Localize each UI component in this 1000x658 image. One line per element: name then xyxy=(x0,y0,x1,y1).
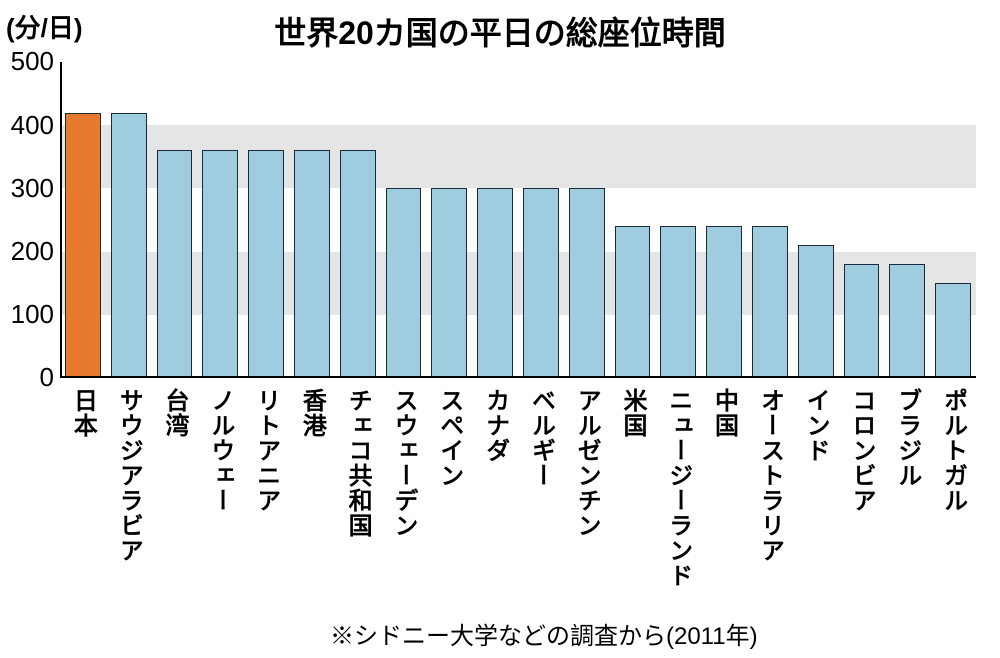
x-label-wrap: 香港 xyxy=(289,388,335,608)
x-axis-label: リトアニア xyxy=(249,388,284,608)
bar-wrap xyxy=(60,62,106,378)
x-label-wrap: インド xyxy=(793,388,839,608)
bar xyxy=(386,188,422,378)
bar-wrap xyxy=(197,62,243,378)
chart-title: 世界20カ国の平日の総座位時間 xyxy=(200,8,800,54)
x-label-wrap: アルゼンチン xyxy=(564,388,610,608)
x-label-wrap: コロンビア xyxy=(839,388,885,608)
x-label-wrap: ポルトガル xyxy=(930,388,976,608)
bar-wrap xyxy=(564,62,610,378)
bar-wrap xyxy=(747,62,793,378)
x-label-wrap: スペイン xyxy=(426,388,472,608)
bar-wrap xyxy=(610,62,656,378)
bar xyxy=(569,188,605,378)
x-axis-label: チェコ共和国 xyxy=(340,388,375,608)
x-label-wrap: 中国 xyxy=(701,388,747,608)
bar-wrap xyxy=(655,62,701,378)
x-label-wrap: チェコ共和国 xyxy=(335,388,381,608)
x-label-wrap: ノルウェー xyxy=(197,388,243,608)
x-label-wrap: サウジアラビア xyxy=(106,388,152,608)
x-axis-label: アルゼンチン xyxy=(569,388,604,608)
bar xyxy=(248,150,284,378)
bar-wrap xyxy=(518,62,564,378)
bar-wrap xyxy=(793,62,839,378)
chart-container: (分/日) 世界20カ国の平日の総座位時間 0 100 200 300 400 500 日… xyxy=(0,0,1000,658)
bar xyxy=(660,226,696,378)
bar xyxy=(935,283,971,378)
x-axis-label: ベルギー xyxy=(523,388,558,608)
y-tick-label: 100 xyxy=(0,299,54,330)
bar xyxy=(615,226,651,378)
bar xyxy=(431,188,467,378)
bar-wrap xyxy=(930,62,976,378)
bars-row xyxy=(60,62,976,378)
x-label-wrap: 米国 xyxy=(610,388,656,608)
y-tick-label: 200 xyxy=(0,236,54,267)
bar-wrap xyxy=(884,62,930,378)
x-axis-label: カナダ xyxy=(478,388,513,608)
x-axis-label: 米国 xyxy=(615,388,650,608)
x-axis-label: コロンビア xyxy=(844,388,879,608)
bar xyxy=(752,226,788,378)
bar xyxy=(889,264,925,378)
bar xyxy=(798,245,834,378)
bar-wrap xyxy=(839,62,885,378)
x-label-wrap: スウェーデン xyxy=(381,388,427,608)
bar xyxy=(706,226,742,378)
x-label-wrap: ベルギー xyxy=(518,388,564,608)
x-label-wrap: 台湾 xyxy=(152,388,198,608)
x-axis-label: ニュージーランド xyxy=(661,388,696,608)
bar-wrap xyxy=(106,62,152,378)
bar-wrap xyxy=(335,62,381,378)
x-axis-label: ブラジル xyxy=(890,388,925,608)
bar-wrap xyxy=(152,62,198,378)
bar xyxy=(477,188,513,378)
x-label-wrap: リトアニア xyxy=(243,388,289,608)
x-label-wrap: ニュージーランド xyxy=(655,388,701,608)
bar xyxy=(294,150,330,378)
x-axis-label: インド xyxy=(798,388,833,608)
bar xyxy=(844,264,880,378)
x-axis-label: 香港 xyxy=(294,388,329,608)
y-tick-label: 400 xyxy=(0,110,54,141)
bar xyxy=(202,150,238,378)
y-tick-label: 0 xyxy=(0,362,54,393)
x-axis-label: サウジアラビア xyxy=(111,388,146,608)
x-axis-label: 台湾 xyxy=(157,388,192,608)
bar-wrap xyxy=(426,62,472,378)
bar xyxy=(111,113,147,378)
x-axis-label: スウェーデン xyxy=(386,388,421,608)
x-label-wrap: 日本 xyxy=(60,388,106,608)
x-axis-line xyxy=(60,376,976,378)
bar xyxy=(340,150,376,378)
x-axis-label: スペイン xyxy=(432,388,467,608)
y-axis-line xyxy=(60,62,62,378)
x-axis-labels: 日本サウジアラビア台湾ノルウェーリトアニア香港チェコ共和国スウェーデンスペインカ… xyxy=(60,388,976,608)
x-label-wrap: カナダ xyxy=(472,388,518,608)
bar-wrap xyxy=(289,62,335,378)
bar xyxy=(157,150,193,378)
x-label-wrap: オーストラリア xyxy=(747,388,793,608)
plot-area xyxy=(60,62,976,378)
x-axis-label: 中国 xyxy=(707,388,742,608)
y-tick-label: 300 xyxy=(0,173,54,204)
source-note: ※シドニー大学などの調査から(2011年) xyxy=(330,616,758,651)
bar-wrap xyxy=(701,62,747,378)
x-axis-label: 日本 xyxy=(65,388,100,608)
bar-wrap xyxy=(243,62,289,378)
x-label-wrap: ブラジル xyxy=(884,388,930,608)
y-tick-label: 500 xyxy=(0,46,54,77)
x-axis-label: ポルトガル xyxy=(936,388,971,608)
bar-wrap xyxy=(381,62,427,378)
bar xyxy=(65,113,101,378)
bar xyxy=(523,188,559,378)
x-axis-label: オーストラリア xyxy=(752,388,787,608)
x-axis-label: ノルウェー xyxy=(203,388,238,608)
y-axis-unit: (分/日) xyxy=(6,8,83,45)
bar-wrap xyxy=(472,62,518,378)
